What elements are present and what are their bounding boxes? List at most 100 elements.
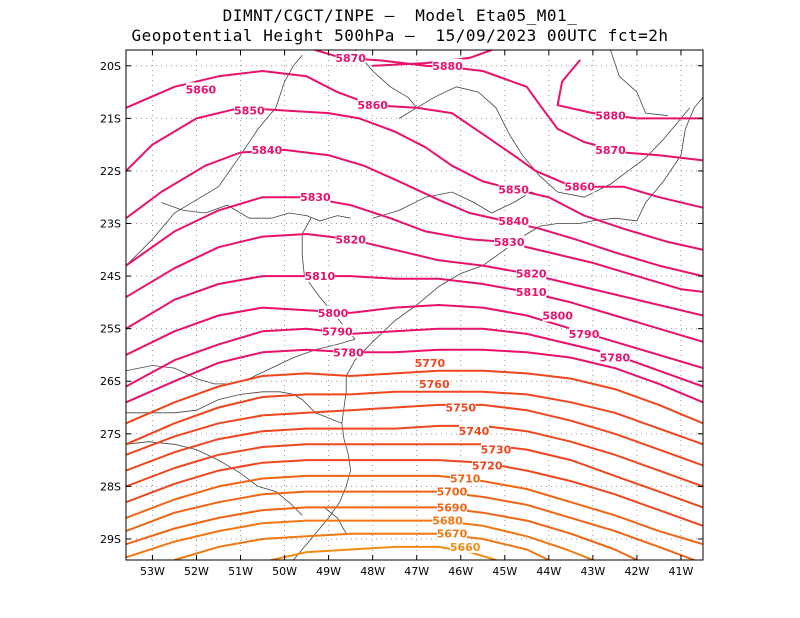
contour-5720 [126, 459, 703, 527]
y-tick-label-29S: 29S [100, 533, 121, 546]
contour-label-bg [516, 266, 547, 280]
x-tick-label-44W: 44W [536, 565, 561, 578]
coastline-segment [610, 50, 668, 117]
y-tick-label-25S: 25S [100, 323, 121, 336]
contour-label-5800: 5800 [318, 307, 349, 320]
contour-5880 [556, 59, 703, 120]
x-tick-label-41W: 41W [669, 565, 694, 578]
contour-label-5750: 5750 [445, 402, 476, 415]
contour-5830 [126, 196, 703, 293]
contour-label-bg [542, 308, 573, 322]
coastline-segment [372, 191, 545, 219]
contour-label-5780: 5780 [600, 352, 631, 365]
contour-label-bg [595, 108, 626, 122]
contour-label-5870: 5870 [595, 144, 626, 157]
contour-label-5800: 5800 [542, 310, 573, 323]
contour-5710 [126, 474, 703, 546]
contour-label-5700: 5700 [437, 486, 468, 499]
contour-label-bg [450, 471, 481, 485]
contour-5780 [126, 348, 703, 404]
contour-label-bg [419, 376, 450, 390]
y-tick-label-26S: 26S [100, 375, 121, 388]
contour-5700 [126, 490, 696, 560]
x-tick-label-45W: 45W [492, 565, 517, 578]
coastline-segment [126, 55, 303, 266]
contour-label-5670: 5670 [437, 528, 468, 541]
coastline-segment [323, 507, 347, 534]
contour-5760 [126, 390, 703, 446]
x-tick-label-48W: 48W [360, 565, 385, 578]
contour-label-5770: 5770 [415, 357, 446, 370]
contour-label-bg [450, 539, 481, 553]
x-tick-label-52W: 52W [184, 565, 209, 578]
contour-label-bg [432, 58, 463, 72]
contour-label-5860: 5860 [564, 181, 595, 194]
contour-label-5820: 5820 [516, 267, 547, 280]
contour-label-5830: 5830 [494, 236, 525, 249]
contour-label-bg [436, 526, 467, 540]
contour-label-5790: 5790 [569, 328, 600, 341]
contour-5730 [126, 443, 703, 509]
x-tick-label-46W: 46W [448, 565, 473, 578]
contour-label-5850: 5850 [498, 183, 529, 196]
contour-label-5680: 5680 [432, 515, 463, 528]
x-tick-label-49W: 49W [316, 565, 341, 578]
x-tick-label-53W: 53W [140, 565, 165, 578]
contour-5740 [126, 424, 703, 488]
coastline-segment [341, 97, 703, 424]
contour-label-5790: 5790 [322, 325, 353, 338]
plot-frame [125, 49, 704, 561]
x-tick-label-50W: 50W [272, 565, 297, 578]
contour-label-bg [322, 324, 353, 338]
chart-title-line2: Geopotential Height 500hPa – 15/09/2023 … [131, 26, 669, 45]
x-tick-label-51W: 51W [228, 565, 253, 578]
contour-label-5870: 5870 [335, 52, 366, 65]
contour-5810 [126, 275, 703, 343]
coastline-segment [398, 86, 691, 198]
y-tick-label-28S: 28S [100, 480, 121, 493]
contour-label-bg [498, 213, 529, 227]
contour-label-5690: 5690 [437, 501, 468, 514]
contour-label-bg [569, 326, 600, 340]
contour-label-5810: 5810 [304, 270, 335, 283]
contour-5680 [126, 519, 594, 560]
contour-label-5760: 5760 [419, 378, 450, 391]
coastline-segment [126, 441, 303, 516]
y-tick-label-21S: 21S [100, 112, 121, 125]
contour-label-5840: 5840 [498, 215, 529, 228]
plot-area: 5870 5880 5880 5860 5860 5850 5840 5870 5850 5860… [126, 50, 703, 560]
contour-label-5730: 5730 [481, 444, 512, 457]
contour-label-5840: 5840 [252, 144, 283, 157]
contour-label-bg [564, 179, 595, 193]
contour-label-5780: 5780 [333, 346, 364, 359]
contour-label-5720: 5720 [472, 459, 503, 472]
contour-label-bg [595, 142, 626, 156]
contour-5750 [126, 403, 703, 467]
contour-label-5740: 5740 [459, 425, 490, 438]
contour-label-5860: 5860 [186, 83, 217, 96]
contour-label-bg [234, 103, 265, 117]
contour-label-bg [494, 234, 525, 248]
contour-label-bg [445, 400, 476, 414]
contour-label-bg [414, 355, 445, 369]
contour-label-bg [357, 98, 388, 112]
contour-5820 [126, 233, 703, 317]
contour-label-5660: 5660 [450, 541, 481, 554]
contour-label-bg [480, 442, 511, 456]
coastline-segment [161, 202, 351, 222]
contour-label-5860: 5860 [357, 99, 388, 112]
contour-label-5820: 5820 [335, 233, 366, 246]
contour-label-bg [335, 50, 366, 64]
contour-5670 [173, 532, 550, 560]
contour-label-5830: 5830 [300, 191, 331, 204]
contour-label-5810: 5810 [516, 286, 547, 299]
contour-5770 [126, 369, 703, 425]
y-tick-label-20S: 20S [100, 60, 121, 73]
y-tick-label-22S: 22S [100, 165, 121, 178]
x-tick-label-47W: 47W [404, 565, 429, 578]
contour-label-bg [458, 424, 489, 438]
contour-label-5880: 5880 [595, 110, 626, 123]
contour-5840 [126, 148, 703, 278]
contour-label-bg [436, 500, 467, 514]
